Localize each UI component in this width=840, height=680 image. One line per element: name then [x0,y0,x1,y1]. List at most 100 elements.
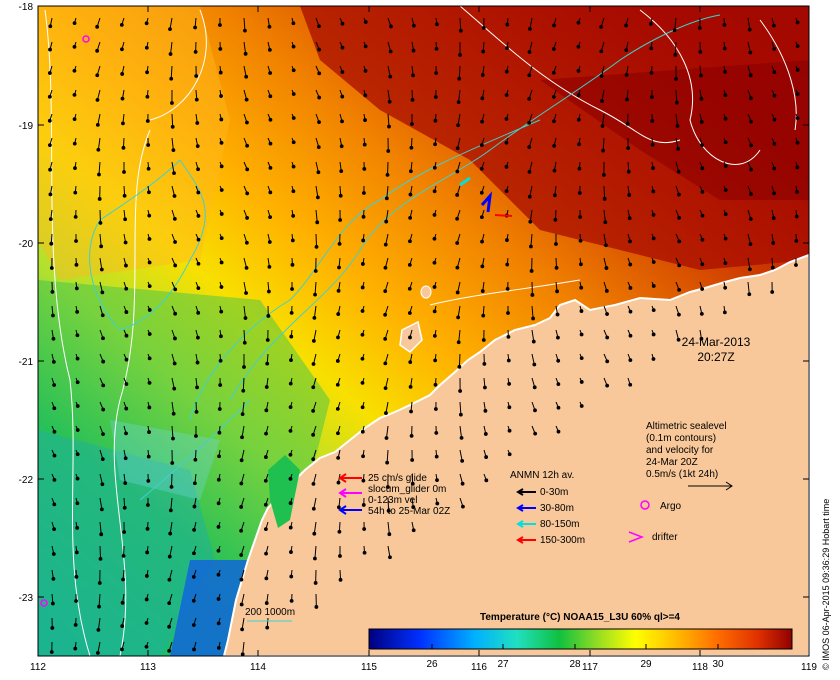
velocity-arrow-head [311,481,316,486]
velocity-arrow-head [506,358,511,363]
velocity-arrow-head [533,408,537,413]
velocity-arrow-head [216,548,221,553]
velocity-arrow-head [409,145,414,150]
velocity-arrow-head [75,452,80,457]
velocity-arrow-head [75,404,80,408]
velocity-arrow-head [387,532,392,537]
velocity-arrow-head [170,124,175,129]
velocity-arrow-head [196,190,201,195]
colorbar-tick-label: 28 [569,659,581,670]
velocity-arrow-head [527,96,532,101]
velocity-arrow-head [748,242,753,247]
velocity-arrow [171,425,174,439]
velocity-arrow-head [49,266,54,270]
velocity-arrow-head [313,292,317,297]
velocity-arrow-head [120,72,125,76]
velocity-arrow-head [172,361,177,366]
velocity-arrow-head [360,262,365,266]
velocity-arrow-head [241,388,246,393]
date-label: 24-Mar-2013 [682,335,751,349]
velocity-arrow-head [360,356,365,361]
velocity-arrow-head [144,21,149,26]
y-tick-label: -18 [19,2,34,13]
velocity-arrow-head [219,117,224,122]
velocity-arrow-head [480,73,485,77]
velocity-arrow-head [556,405,561,410]
colorbar-tick-label: 29 [640,659,652,670]
velocity-arrow-head [219,94,223,98]
velocity-arrow-head [748,267,752,272]
velocity-arrow [458,329,461,343]
x-tick-label: 114 [250,662,266,673]
velocity-arrow-head [433,407,438,411]
y-tick-label: -20 [19,239,34,250]
velocity-arrow-head [97,172,101,177]
colorbar: Temperature (°C) NOAA15_L3U 60% ql>=4 26… [368,612,793,670]
velocity-arrow-head [317,47,322,52]
velocity-arrow-head [795,140,800,145]
velocity-arrow-head [264,551,268,556]
velocity-arrow-head [360,381,365,385]
velocity-arrow-head [145,550,150,555]
velocity-arrow-head [432,236,437,241]
velocity-arrow-head [336,431,340,436]
velocity-arrow-head [216,646,221,650]
velocity-arrow-head [97,197,102,201]
velocity-arrow-head [650,119,655,123]
velocity-arrow-head [100,457,105,462]
velocity-arrow-head [74,574,79,579]
velocity-arrow-head [409,434,414,438]
velocity-arrow-head [676,146,681,151]
velocity-arrow-head [551,47,556,51]
velocity-arrow-head [336,288,341,293]
velocity-arrow-head [73,190,78,195]
velocity-arrow-head [338,577,343,582]
velocity-arrow-head [552,119,556,124]
velocity-arrow-head [601,173,606,177]
velocity-arrow-head [577,166,582,171]
velocity-arrow [747,281,750,295]
velocity-arrow-head [529,244,533,249]
velocity-arrow-head [480,289,485,293]
velocity-arrow-head [677,192,681,197]
velocity-arrow-head [361,503,366,507]
velocity-arrow [99,497,103,510]
velocity-arrow-head [122,505,127,510]
velocity-arrow-head [389,24,393,29]
velocity-arrow-head [795,44,800,49]
velocity-arrow-head [435,22,439,27]
velocity-arrow-head [47,118,52,123]
velocity-arrow-head [243,28,247,33]
velocity-arrow-head [628,382,633,387]
velocity-arrow-head [507,405,512,410]
velocity-arrow-head [336,505,341,510]
velocity-arrow-head [482,362,487,366]
velocity-arrow-head [651,189,656,194]
velocity-arrow-head [171,148,176,153]
velocity-arrow-head [579,309,584,313]
velocity-arrow-head [504,69,509,74]
velocity-arrow-head [97,581,102,585]
velocity-arrow [170,41,173,55]
velocity-arrow-head [312,531,317,536]
velocity-arrow-head [267,240,272,244]
velocity-arrow-head [433,142,437,147]
anmn-legend-item: 80-150m [540,519,579,530]
velocity-arrow-head [628,286,633,290]
velocity-arrow-head [455,265,460,270]
velocity-arrow-head [677,239,682,244]
velocity-arrow-head [219,164,224,169]
x-tick-label: 119 [801,662,817,673]
velocity-arrow-head [194,74,199,78]
velocity-arrow [171,401,175,414]
velocity-arrow-head [167,601,172,605]
velocity-arrow-head [383,242,388,247]
velocity-arrow-head [361,238,366,243]
velocity-arrow-head [145,119,150,123]
velocity-arrow-head [648,22,653,26]
velocity-arrow-head [120,624,125,628]
velocity-arrow-head [124,333,129,338]
velocity-arrow-head [289,550,293,554]
velocity-arrow-head [677,263,682,268]
velocity-arrow-head [433,95,438,99]
